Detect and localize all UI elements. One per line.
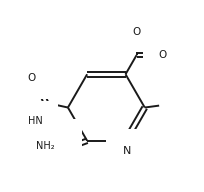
Text: O: O	[58, 134, 67, 144]
Text: O: O	[132, 26, 140, 36]
Text: NH₂: NH₂	[35, 141, 54, 151]
Text: O: O	[27, 73, 35, 83]
Text: O: O	[158, 50, 166, 60]
Text: N: N	[122, 146, 131, 156]
Text: HN: HN	[28, 116, 43, 126]
